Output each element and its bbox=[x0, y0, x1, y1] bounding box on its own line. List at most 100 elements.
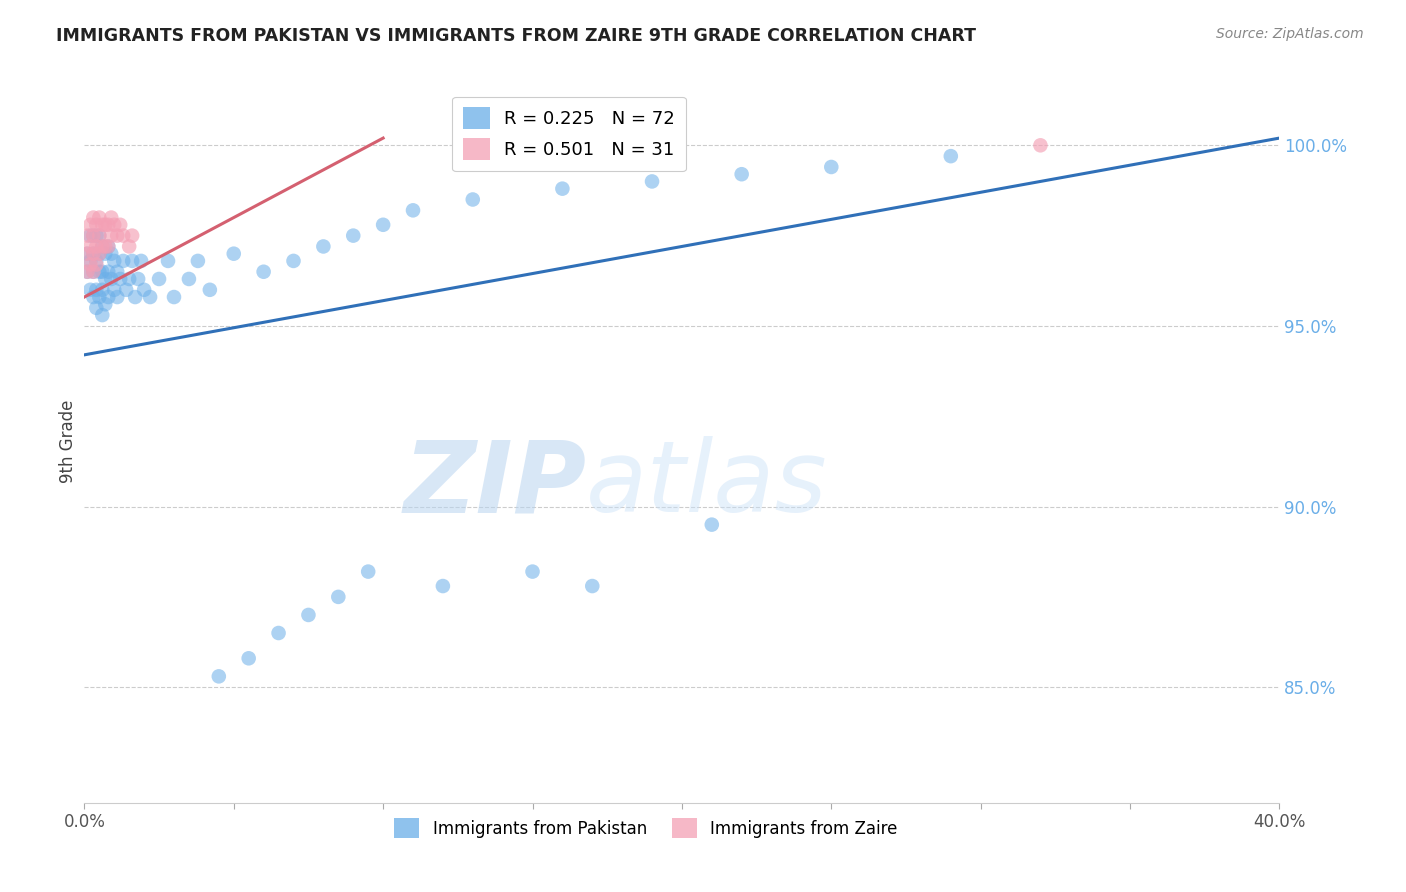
Point bbox=[76, 265, 98, 279]
Point bbox=[342, 228, 364, 243]
Point bbox=[79, 283, 101, 297]
Point bbox=[79, 239, 101, 253]
Point bbox=[97, 290, 120, 304]
Point bbox=[103, 254, 125, 268]
Point bbox=[110, 272, 132, 286]
Point bbox=[198, 283, 221, 297]
Point bbox=[100, 211, 122, 225]
Point bbox=[127, 272, 149, 286]
Point bbox=[91, 308, 114, 322]
Point bbox=[731, 167, 754, 181]
Point bbox=[94, 239, 117, 253]
Point bbox=[112, 228, 135, 243]
Point bbox=[177, 272, 200, 286]
Point bbox=[82, 211, 104, 225]
Point bbox=[373, 218, 395, 232]
Point bbox=[86, 239, 108, 253]
Point bbox=[112, 254, 135, 268]
Point bbox=[129, 254, 152, 268]
Point bbox=[105, 290, 128, 304]
Point bbox=[267, 626, 290, 640]
Point bbox=[238, 651, 260, 665]
Point bbox=[115, 283, 138, 297]
Point bbox=[139, 290, 162, 304]
Point bbox=[97, 239, 120, 253]
Point bbox=[357, 565, 380, 579]
Point bbox=[86, 254, 108, 268]
Legend: Immigrants from Pakistan, Immigrants from Zaire: Immigrants from Pakistan, Immigrants fro… bbox=[388, 812, 904, 845]
Point bbox=[94, 218, 117, 232]
Point bbox=[103, 283, 125, 297]
Point bbox=[86, 301, 108, 315]
Point bbox=[148, 272, 170, 286]
Point bbox=[89, 211, 111, 225]
Point bbox=[86, 228, 108, 243]
Point bbox=[157, 254, 180, 268]
Point bbox=[118, 239, 141, 253]
Point bbox=[312, 239, 335, 253]
Point bbox=[91, 239, 114, 253]
Point bbox=[100, 272, 122, 286]
Point bbox=[79, 258, 101, 272]
Point bbox=[94, 272, 117, 286]
Point bbox=[97, 239, 120, 253]
Point bbox=[121, 254, 143, 268]
Point bbox=[105, 228, 128, 243]
Point bbox=[94, 246, 117, 260]
Point bbox=[105, 265, 128, 279]
Point bbox=[76, 246, 98, 260]
Point bbox=[110, 218, 132, 232]
Point bbox=[187, 254, 209, 268]
Point bbox=[1029, 138, 1052, 153]
Text: ZIP: ZIP bbox=[404, 436, 586, 533]
Point bbox=[89, 290, 111, 304]
Point bbox=[939, 149, 962, 163]
Point bbox=[76, 228, 98, 243]
Point bbox=[700, 517, 723, 532]
Point bbox=[89, 228, 111, 243]
Point bbox=[82, 228, 104, 243]
Point bbox=[86, 283, 108, 297]
Y-axis label: 9th Grade: 9th Grade bbox=[59, 400, 77, 483]
Point bbox=[641, 174, 664, 188]
Point bbox=[86, 258, 108, 272]
Point bbox=[124, 290, 146, 304]
Point bbox=[461, 193, 484, 207]
Point bbox=[432, 579, 454, 593]
Point bbox=[297, 607, 319, 622]
Point bbox=[522, 565, 544, 579]
Point bbox=[82, 290, 104, 304]
Point bbox=[820, 160, 842, 174]
Point bbox=[103, 218, 125, 232]
Point bbox=[89, 228, 111, 243]
Point bbox=[89, 265, 111, 279]
Point bbox=[89, 246, 111, 260]
Point bbox=[222, 246, 245, 260]
Point bbox=[82, 228, 104, 243]
Point bbox=[551, 182, 574, 196]
Point bbox=[97, 265, 120, 279]
Point bbox=[86, 218, 108, 232]
Point bbox=[328, 590, 350, 604]
Point bbox=[82, 246, 104, 260]
Point bbox=[82, 246, 104, 260]
Point bbox=[121, 228, 143, 243]
Point bbox=[91, 283, 114, 297]
Point bbox=[402, 203, 425, 218]
Point bbox=[97, 218, 120, 232]
Point bbox=[76, 265, 98, 279]
Point bbox=[91, 218, 114, 232]
Text: Source: ZipAtlas.com: Source: ZipAtlas.com bbox=[1216, 27, 1364, 41]
Point bbox=[253, 265, 276, 279]
Point bbox=[283, 254, 305, 268]
Point bbox=[94, 297, 117, 311]
Point bbox=[79, 218, 101, 232]
Point bbox=[82, 265, 104, 279]
Point bbox=[163, 290, 186, 304]
Point bbox=[100, 228, 122, 243]
Point bbox=[100, 246, 122, 260]
Point bbox=[79, 228, 101, 243]
Point bbox=[91, 265, 114, 279]
Point bbox=[91, 239, 114, 253]
Point bbox=[82, 265, 104, 279]
